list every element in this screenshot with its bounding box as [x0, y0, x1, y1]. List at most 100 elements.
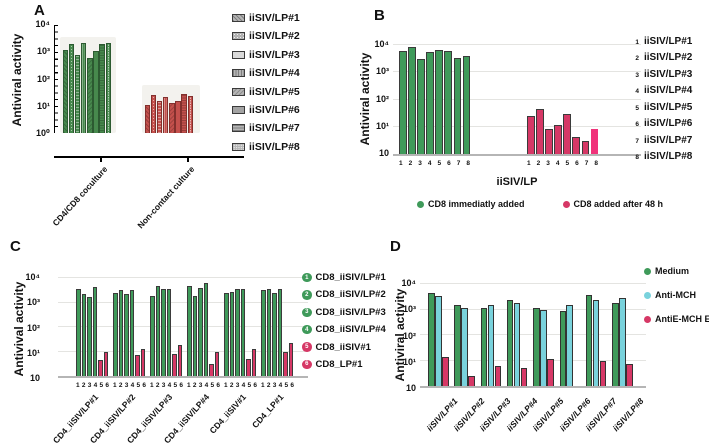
bar [547, 359, 554, 386]
legend-label: Medium [655, 266, 690, 276]
panel-a: A Antiviral activity 10⁴ 10³ 10² 10¹ 10⁰ CD4… [4, 2, 356, 230]
legend-swatch-icon [232, 50, 245, 59]
side-list-number: 7 [635, 137, 639, 145]
y-tick-label: 10² [36, 73, 50, 84]
bar-number: 4 [167, 382, 172, 389]
bar [169, 102, 175, 133]
bar-number: 8 [466, 160, 470, 167]
y-axis-ticks-c: 10⁴ 10³ 10² 10¹ 10 [14, 273, 40, 383]
x-category-cell: iiSIV/LP#7 [584, 394, 619, 433]
bar-number: 2 [81, 382, 86, 389]
bar-number: 3 [272, 382, 277, 389]
bar [461, 307, 468, 386]
y-tick-label: 10² [402, 330, 416, 341]
bar [81, 42, 87, 133]
bar-number: 6 [105, 382, 109, 389]
bar-group-cd4-iisivlp2 [113, 277, 146, 376]
bar [487, 304, 495, 386]
y-tick-label: 10 [29, 373, 40, 383]
legend-dot-icon [417, 200, 424, 208]
legend-label: iiSIV/LP#5 [249, 85, 300, 98]
bar [428, 293, 435, 386]
side-list-item: 5 iiSIV/LP#5 [633, 102, 692, 113]
x-category-label: CD4_iiSIV/LP#4 [161, 392, 212, 445]
bar [572, 137, 580, 154]
y-tick-label: 10⁴ [374, 39, 389, 49]
bar-number: 1 [399, 160, 403, 167]
bar [98, 359, 103, 376]
bar [435, 49, 443, 154]
bar-number: 2 [266, 382, 271, 389]
bar [540, 309, 547, 386]
bar [554, 125, 562, 154]
y-tick-label: 10¹ [375, 120, 389, 131]
bar-number: 2 [229, 382, 234, 389]
legend-label: CD8_LP#1 [315, 358, 363, 370]
bar-number: 4 [555, 160, 560, 167]
x-category-cell: CD4_LP#1 [243, 390, 286, 430]
bar [453, 58, 462, 154]
side-list-item: 7 iiSIV/LP#7 [633, 135, 692, 146]
legend-label: iiSIV/LP#6 [249, 103, 300, 116]
bar [99, 43, 105, 133]
bar-group-cd4-iisivlp3 [150, 277, 183, 376]
bar [203, 283, 209, 376]
bar-number: 2 [192, 382, 197, 389]
legend-label: CD8_iiSIV/LP#2 [315, 289, 386, 301]
x-category-cell: iiSIV/LP#4 [504, 394, 539, 433]
x-category-cell: CD4_iiSIV/LP#1 [51, 390, 100, 445]
bar [113, 292, 118, 376]
legend-item: iiSIV/LP#5 [232, 86, 300, 98]
side-list-label: iiSIV/LP#4 [644, 85, 693, 97]
bar-number: 5 [247, 382, 252, 389]
bar [272, 292, 277, 376]
bar [172, 353, 177, 376]
legend-label: CD8_iiSIV#1 [315, 341, 371, 353]
bar [145, 104, 151, 133]
bar-number: 3 [124, 382, 129, 389]
bar [140, 349, 146, 376]
side-list-item: 2 iiSIV/LP#2 [633, 52, 692, 63]
side-list-label: iiSIV/LP#6 [644, 118, 693, 130]
legend-item: iiSIV/LP#3 [232, 49, 300, 61]
bar-number: 1 [527, 160, 531, 167]
bar [103, 351, 109, 376]
side-list-label: iiSIV/LP#3 [644, 68, 693, 80]
bar [151, 95, 157, 133]
bar-number: 1 [187, 382, 191, 389]
side-list-label: iiSIV/LP#5 [644, 101, 693, 113]
bar [124, 293, 129, 376]
y-tick-label: 10² [26, 322, 40, 333]
side-list-item: 1 iiSIV/LP#1 [633, 36, 692, 47]
y-axis-line-a [54, 25, 58, 133]
side-list-number: 1 [635, 39, 639, 46]
bar [150, 296, 155, 376]
legend-dot-icon [644, 315, 651, 323]
bar [545, 129, 553, 154]
bar [118, 289, 124, 376]
side-list-b: 1 iiSIV/LP#1 2 iiSIV/LP#2 3 iiSIV/LP#3 4 iiSIV/… [633, 36, 692, 162]
bar-group-iisivlp1 [428, 283, 449, 386]
bar [533, 307, 540, 386]
bar-group-cd8-after48h [527, 44, 600, 154]
bar [520, 367, 528, 386]
legend-c: 1 CD8_iiSIV/LP#1 2 CD8_iiSIV/LP#2 3 CD8_iiSIV… [302, 272, 386, 370]
y-tick-label: 10³ [36, 46, 50, 57]
x-category-cell: iiSIV/LP#8 [610, 394, 645, 433]
bar-group-iisivlp5 [533, 283, 554, 386]
y-axis-ticks-b: 10⁴ 10³ 10² 10¹ 10 [363, 39, 389, 158]
legend-number-icon: 1 [302, 272, 312, 283]
bar [266, 288, 272, 376]
bar [63, 49, 69, 133]
legend-swatch-icon [232, 105, 245, 114]
y-tick-label: 10³ [375, 66, 389, 77]
bar-number: 3 [198, 382, 203, 389]
legend-label: CD8_iiSIV/LP#3 [315, 306, 386, 318]
side-list-number: 6 [635, 121, 639, 129]
bar [240, 288, 246, 376]
